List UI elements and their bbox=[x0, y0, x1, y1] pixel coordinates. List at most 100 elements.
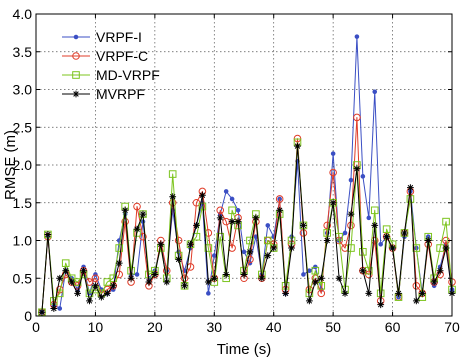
data-point-vrpf-i bbox=[229, 196, 235, 202]
data-point-mvrpf bbox=[335, 274, 343, 282]
data-point-vrpf-c bbox=[323, 221, 332, 230]
series-line-mvrpf bbox=[41, 145, 453, 313]
data-point-md-vrpf bbox=[311, 266, 320, 275]
x-tick-label: 30 bbox=[206, 319, 222, 335]
data-point-vrpf-c bbox=[216, 206, 225, 215]
data-point-mvrpf bbox=[222, 271, 230, 278]
data-point-mvrpf bbox=[377, 301, 385, 309]
data-point-mvrpf bbox=[294, 142, 301, 150]
data-point-mvrpf bbox=[323, 237, 331, 244]
series-line-md-vrpf bbox=[41, 141, 453, 313]
y-tick-label: 3.0 bbox=[13, 82, 33, 98]
data-point-vrpf-c bbox=[133, 202, 141, 211]
y-tick-label: 2.5 bbox=[13, 119, 33, 135]
x-axis-label: Time (s) bbox=[217, 341, 271, 358]
data-point-vrpf-c bbox=[353, 113, 361, 122]
data-point-mvrpf bbox=[121, 206, 129, 214]
data-point-mvrpf bbox=[270, 244, 278, 252]
x-tick-label: 60 bbox=[385, 319, 401, 335]
y-tick-label: 0 bbox=[24, 308, 32, 324]
data-point-mvrpf bbox=[353, 165, 361, 173]
x-tick-label: 70 bbox=[444, 319, 460, 335]
data-point-md-vrpf bbox=[115, 244, 124, 252]
data-point-md-vrpf bbox=[382, 225, 391, 233]
data-point-md-vrpf bbox=[370, 206, 379, 215]
x-tick-label: 50 bbox=[325, 319, 341, 335]
data-point-mvrpf bbox=[151, 271, 159, 278]
data-point-mvrpf bbox=[187, 240, 194, 248]
data-point-vrpf-c bbox=[121, 217, 129, 226]
data-point-mvrpf bbox=[127, 274, 135, 282]
legend: VRPF-I VRPF-C MD-VRPF MVRPF bbox=[62, 29, 160, 102]
data-point-mvrpf bbox=[80, 267, 87, 275]
data-point-mvrpf bbox=[317, 274, 325, 282]
data-point-vrpf-i bbox=[301, 272, 306, 277]
x-tick-label: 20 bbox=[147, 319, 163, 335]
data-point-mvrpf bbox=[347, 210, 355, 218]
data-point-md-vrpf bbox=[347, 244, 355, 252]
data-point-md-vrpf bbox=[246, 236, 254, 245]
y-tick-label: 1.0 bbox=[13, 233, 33, 249]
grid-lines bbox=[36, 14, 452, 316]
data-point-vrpf-i bbox=[206, 291, 211, 296]
y-tick-label: 3.5 bbox=[13, 44, 33, 60]
data-point-mvrpf bbox=[169, 193, 177, 201]
legend-entry-vrpf-i: VRPF-I bbox=[62, 29, 142, 45]
data-point-md-vrpf bbox=[204, 244, 213, 252]
data-point-mvrpf bbox=[252, 214, 260, 222]
data-point-mvrpf bbox=[181, 282, 188, 290]
data-point-mvrpf bbox=[246, 248, 254, 256]
data-point-vrpf-i bbox=[265, 223, 271, 228]
data-point-md-vrpf bbox=[168, 170, 177, 178]
data-point-mvrpf bbox=[389, 244, 396, 252]
data-point-vrpf-i bbox=[57, 306, 63, 311]
data-point-mvrpf bbox=[424, 237, 432, 244]
data-point-mvrpf bbox=[240, 271, 248, 278]
data-point-mvrpf bbox=[228, 218, 236, 226]
data-point-vrpf-i bbox=[348, 177, 354, 183]
data-point-md-vrpf bbox=[198, 202, 207, 211]
tick-labels: 0 10 20 30 40 50 60 70 0 0.5 1.0 1.5 2.0 2.5 3.0 3.5 4.0 bbox=[13, 6, 460, 335]
data-point-vrpf-c bbox=[347, 221, 355, 230]
data-point-mvrpf bbox=[56, 274, 64, 282]
data-point-md-vrpf bbox=[216, 232, 225, 241]
y-tick-label: 1.5 bbox=[13, 195, 33, 211]
data-point-mvrpf bbox=[193, 222, 200, 229]
data-point-mvrpf bbox=[216, 214, 224, 222]
data-point-md-vrpf bbox=[263, 236, 272, 245]
legend-label-vrpf-i: VRPF-I bbox=[96, 29, 142, 45]
data-series bbox=[38, 34, 456, 317]
data-point-md-vrpf bbox=[323, 229, 331, 237]
series-mvrpf bbox=[38, 142, 456, 316]
data-point-mvrpf bbox=[139, 210, 147, 218]
data-point-vrpf-i bbox=[223, 189, 229, 194]
data-point-mvrpf bbox=[371, 222, 379, 229]
data-point-vrpf-i bbox=[241, 249, 247, 255]
legend-marker-vrpf-i bbox=[73, 34, 79, 40]
data-point-mvrpf bbox=[157, 240, 165, 248]
data-point-mvrpf bbox=[109, 282, 117, 290]
data-point-md-vrpf bbox=[228, 206, 236, 215]
data-point-mvrpf bbox=[395, 289, 402, 297]
data-point-md-vrpf bbox=[109, 274, 118, 283]
data-point-mvrpf bbox=[50, 305, 58, 312]
data-point-mvrpf bbox=[92, 282, 99, 290]
data-point-vrpf-c bbox=[317, 289, 326, 298]
data-point-mvrpf bbox=[145, 278, 153, 286]
data-point-vrpf-i bbox=[372, 89, 378, 95]
data-point-mvrpf bbox=[401, 229, 408, 237]
data-point-mvrpf bbox=[365, 289, 373, 297]
data-point-mvrpf bbox=[68, 278, 76, 286]
data-point-mvrpf bbox=[436, 267, 444, 275]
data-point-vrpf-i bbox=[378, 241, 383, 247]
data-point-mvrpf bbox=[407, 184, 414, 192]
data-point-mvrpf bbox=[341, 289, 349, 297]
data-point-mvrpf bbox=[62, 267, 70, 275]
data-point-mvrpf bbox=[74, 289, 81, 297]
legend-entry-md-vrpf: MD-VRPF bbox=[62, 67, 160, 83]
data-point-mvrpf bbox=[359, 267, 367, 275]
data-point-mvrpf bbox=[276, 206, 284, 214]
data-point-vrpf-i bbox=[330, 151, 336, 156]
data-point-mvrpf bbox=[234, 218, 242, 226]
